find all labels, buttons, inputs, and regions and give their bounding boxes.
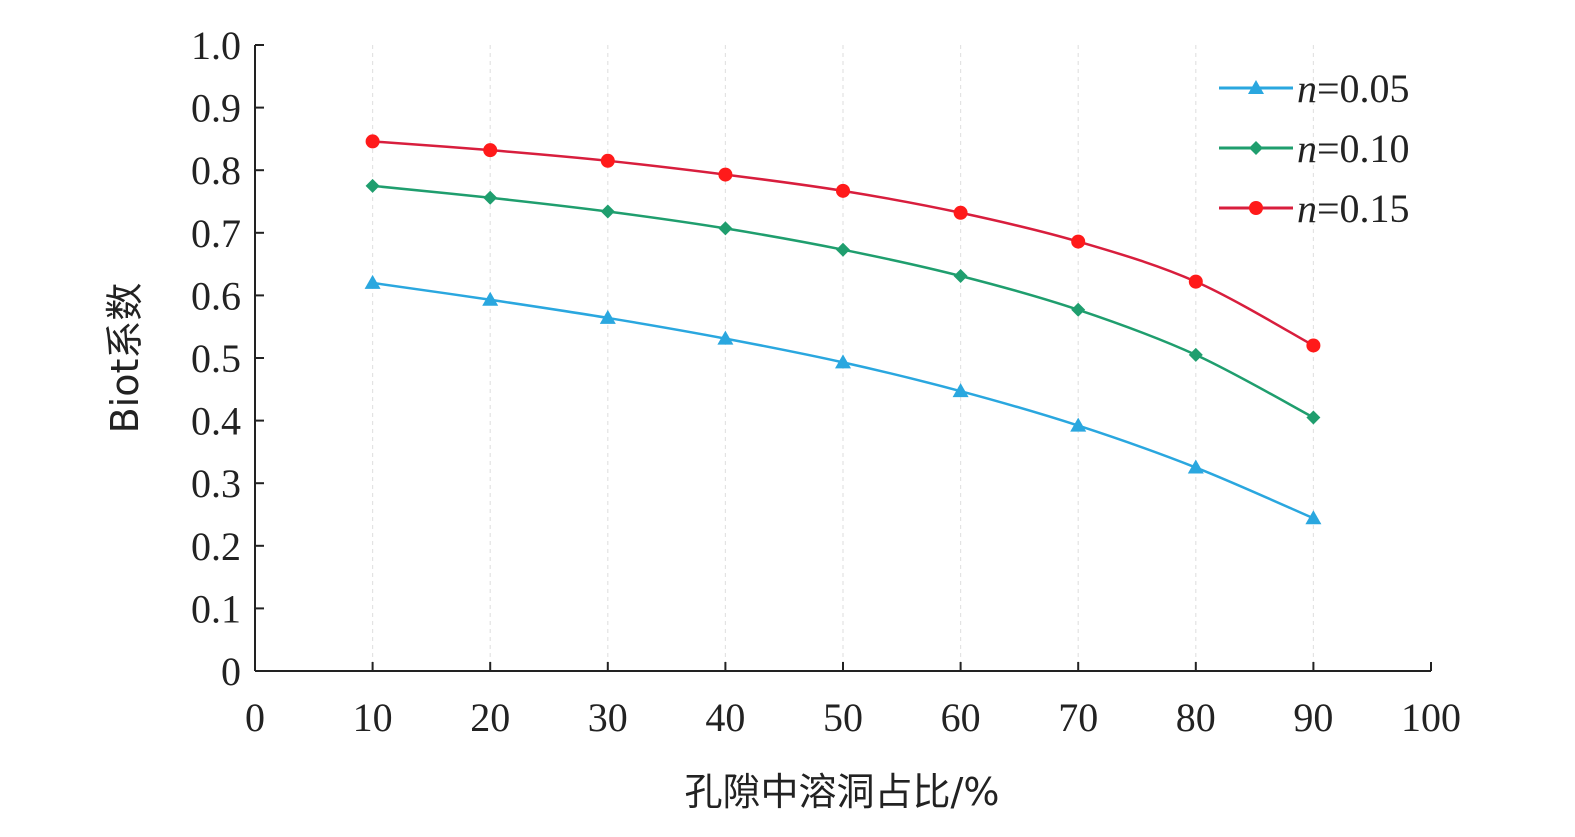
axes xyxy=(254,44,1432,672)
legend-label-var: n xyxy=(1297,186,1317,231)
y-axis-title: Biot系数 xyxy=(103,283,147,434)
data-point xyxy=(835,354,851,369)
data-point xyxy=(1071,302,1086,317)
data-point xyxy=(953,205,968,220)
legend-label-var: n xyxy=(1297,126,1317,171)
y-tick-label: 0.6 xyxy=(191,273,241,318)
legend-marker xyxy=(1249,141,1263,155)
data-point xyxy=(1305,510,1322,525)
legend-marker xyxy=(1248,80,1264,94)
legend-label-var: n xyxy=(1297,66,1317,111)
y-tick-labels: 0 0.1 0.2 0.3 0.4 0.5 0.6 0.7 0.8 0.9 1.0 xyxy=(191,23,241,694)
y-tick-label: 0.2 xyxy=(191,524,241,569)
legend-item: n=0.05 xyxy=(1219,66,1410,111)
x-tick-label: 80 xyxy=(1176,695,1216,740)
y-tick-label: 1.0 xyxy=(191,23,241,68)
y-tick-label: 0.8 xyxy=(191,148,241,193)
data-point xyxy=(717,330,734,345)
y-tick-label: 0 xyxy=(221,649,241,694)
y-tick-label: 0.7 xyxy=(191,211,241,256)
x-tick-label: 20 xyxy=(470,695,510,740)
legend: n=0.05n=0.10n=0.15 xyxy=(1219,66,1410,231)
series-n=0.05 xyxy=(364,274,1322,525)
series-line-0 xyxy=(372,281,1314,520)
y-tick-label: 0.4 xyxy=(191,399,241,444)
x-tick-labels: 0 10 20 30 40 50 60 70 80 90 100 xyxy=(245,695,1461,740)
y-tick-label: 0.9 xyxy=(191,86,241,131)
data-point xyxy=(1071,234,1086,249)
data-point xyxy=(718,221,733,236)
legend-item: n=0.15 xyxy=(1219,186,1410,231)
data-point xyxy=(365,178,380,193)
legend-label: n=0.10 xyxy=(1297,126,1410,171)
legend-label: n=0.15 xyxy=(1297,186,1410,231)
y-tick-label: 0.5 xyxy=(191,336,241,381)
y-tick-label: 0.1 xyxy=(191,586,241,631)
x-tick-label: 100 xyxy=(1401,695,1461,740)
x-tick-label: 10 xyxy=(353,695,393,740)
data-point xyxy=(600,153,615,168)
data-point xyxy=(952,383,969,398)
data-point xyxy=(1306,410,1321,425)
data-point xyxy=(364,274,381,289)
data-point xyxy=(1188,274,1203,289)
data-point xyxy=(483,143,498,158)
data-point xyxy=(953,268,968,283)
x-axis-title: 孔隙中溶洞占比/% xyxy=(685,770,1000,814)
legend-item: n=0.10 xyxy=(1219,126,1410,171)
legend-label-value: =0.05 xyxy=(1317,66,1410,111)
x-tick-label: 30 xyxy=(588,695,628,740)
data-point xyxy=(1306,338,1321,353)
y-tick-label: 0.3 xyxy=(191,461,241,506)
legend-label-value: =0.10 xyxy=(1317,126,1410,171)
x-tick-label: 60 xyxy=(941,695,981,740)
data-point xyxy=(365,134,380,149)
legend-label-value: =0.15 xyxy=(1317,186,1410,231)
data-series xyxy=(364,134,1322,525)
data-point xyxy=(836,183,850,198)
data-point xyxy=(718,167,733,182)
legend-label: n=0.05 xyxy=(1297,66,1410,111)
series-n=0.15 xyxy=(365,134,1321,353)
data-point xyxy=(836,242,850,257)
series-n=0.10 xyxy=(365,178,1321,425)
data-point xyxy=(1187,459,1204,474)
x-tick-label: 0 xyxy=(245,695,265,740)
data-point xyxy=(1070,417,1087,432)
data-point xyxy=(599,309,616,324)
data-point xyxy=(1188,347,1203,362)
data-point xyxy=(483,190,498,205)
x-tick-label: 50 xyxy=(823,695,863,740)
x-tick-label: 70 xyxy=(1058,695,1098,740)
x-tick-label: 40 xyxy=(705,695,745,740)
data-point xyxy=(600,204,615,219)
x-tick-label: 90 xyxy=(1293,695,1333,740)
legend-marker xyxy=(1249,201,1263,215)
data-point xyxy=(482,291,499,306)
